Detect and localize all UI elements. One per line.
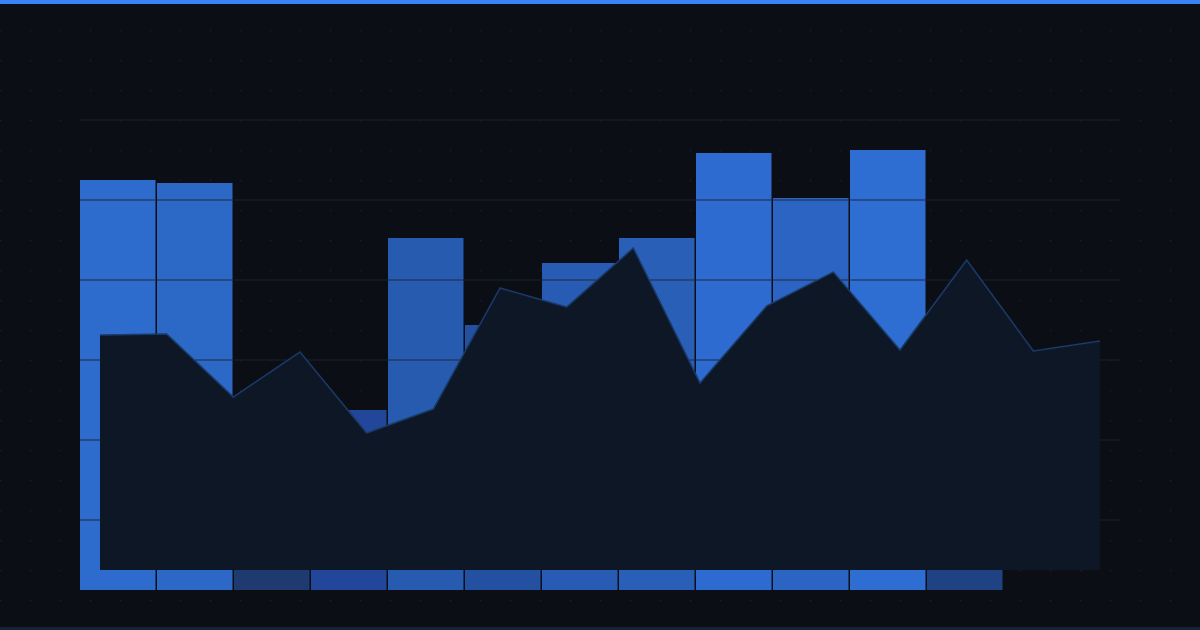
area-fill [100,248,1100,570]
top-accent [0,0,1200,4]
area-layer [99,246,1101,570]
bottom-accent [0,627,1200,630]
area-line [99,246,1101,434]
